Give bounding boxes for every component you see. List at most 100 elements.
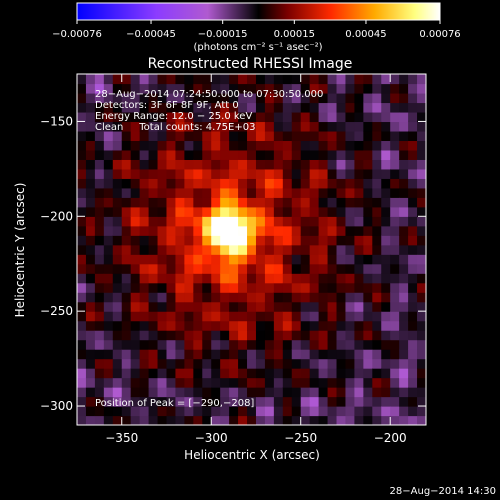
heatmap-cell [247, 140, 257, 151]
heatmap-cell [300, 178, 311, 189]
heatmap-cell [282, 292, 293, 303]
heatmap-cell [381, 140, 391, 151]
heatmap-cell [139, 178, 150, 189]
heatmap-cell [282, 320, 293, 331]
heatmap-cell [318, 102, 329, 113]
heatmap-cell [327, 235, 338, 246]
heatmap-cell [327, 206, 338, 217]
heatmap-cell [408, 244, 418, 255]
heatmap-cell [103, 83, 114, 94]
heatmap-cell [157, 349, 168, 360]
heatmap-cell [264, 225, 275, 236]
heatmap-cell [148, 292, 159, 303]
heatmap-cell [282, 377, 293, 388]
heatmap-cell [363, 415, 373, 425]
heatmap-cell [121, 130, 132, 142]
heatmap-cell [166, 330, 177, 341]
heatmap-cell [390, 102, 400, 113]
heatmap-cell [229, 244, 239, 255]
heatmap-cell [247, 415, 257, 425]
heatmap-cell [184, 178, 194, 189]
heatmap-cell [139, 197, 150, 208]
heatmap-cell [220, 415, 230, 425]
heatmap-cell [211, 415, 221, 425]
heatmap-cell [247, 102, 257, 113]
heatmap-cell [354, 187, 364, 198]
heatmap-cell [85, 330, 96, 341]
heatmap-cell [345, 273, 356, 284]
heatmap-cell [77, 168, 87, 179]
heatmap-cell [399, 273, 409, 284]
heatmap-cell [354, 121, 364, 132]
heatmap-cell [247, 377, 257, 388]
heatmap-cell [264, 406, 275, 417]
heatmap-cell [175, 111, 185, 123]
heatmap-cell [157, 406, 168, 417]
heatmap-cell [300, 159, 311, 170]
heatmap-cell [202, 358, 212, 369]
heatmap-cell [166, 368, 177, 379]
heatmap-cell [300, 320, 311, 331]
heatmap-cell [211, 149, 221, 160]
heatmap-cell [300, 263, 311, 274]
heatmap-cell [363, 121, 373, 132]
heatmap-cell [103, 254, 114, 265]
heatmap-cell [417, 140, 426, 151]
heatmap-cell [408, 74, 418, 85]
heatmap-cell [408, 187, 418, 198]
heatmap-cell [309, 320, 320, 331]
heatmap-cell [247, 311, 257, 322]
heatmap-cell [220, 311, 230, 322]
heatmap-cell [112, 92, 123, 104]
heatmap-cell [300, 254, 311, 265]
heatmap-cell [282, 330, 293, 341]
heatmap-cell [139, 387, 150, 398]
heatmap-cell [94, 187, 105, 198]
heatmap-cell [112, 330, 123, 341]
heatmap-cell [202, 263, 212, 274]
heatmap-cell [94, 330, 105, 341]
heatmap-cell [229, 140, 239, 151]
heatmap-cell [345, 83, 356, 94]
heatmap-cell [139, 235, 150, 246]
heatmap-cell [229, 273, 239, 284]
heatmap-cell [282, 168, 293, 179]
heatmap-cell [354, 83, 364, 94]
heatmap-cell [130, 349, 141, 360]
heatmap-cell [291, 225, 302, 236]
heatmap-cell [264, 83, 275, 94]
heatmap-cell [300, 168, 311, 179]
heatmap-cell [264, 197, 275, 208]
heatmap-cell [345, 254, 356, 265]
heatmap-cell [130, 311, 141, 322]
heatmap-cell [372, 387, 382, 398]
heatmap-cell [220, 387, 230, 398]
heatmap-cell [211, 339, 221, 350]
heatmap-cell [103, 92, 114, 104]
heatmap-cell [211, 387, 221, 398]
heatmap-cell [77, 187, 87, 198]
heatmap-cell [390, 130, 400, 142]
heatmap-cell [238, 301, 248, 312]
heatmap-cell [399, 368, 409, 379]
heatmap-cell [94, 358, 105, 369]
heatmap-cell [202, 83, 212, 94]
heatmap-cell [309, 244, 320, 255]
heatmap-cell [336, 301, 347, 312]
heatmap-cell [399, 282, 409, 293]
heatmap-cell [112, 368, 123, 379]
heatmap-cell [336, 216, 347, 227]
heatmap-cell [345, 301, 356, 312]
heatmap-cell [94, 406, 105, 417]
heatmap-cell [112, 358, 123, 369]
heatmap-cell [157, 235, 168, 246]
heatmap-cell [193, 330, 203, 341]
heatmap-cell [336, 74, 347, 85]
heatmap-cell [77, 358, 87, 369]
heatmap-cell [381, 396, 391, 407]
heatmap-cell [148, 102, 159, 113]
heatmap-cell [184, 396, 194, 407]
heatmap-cell [300, 130, 311, 142]
heatmap-cell [193, 273, 203, 284]
heatmap-cell [336, 197, 347, 208]
